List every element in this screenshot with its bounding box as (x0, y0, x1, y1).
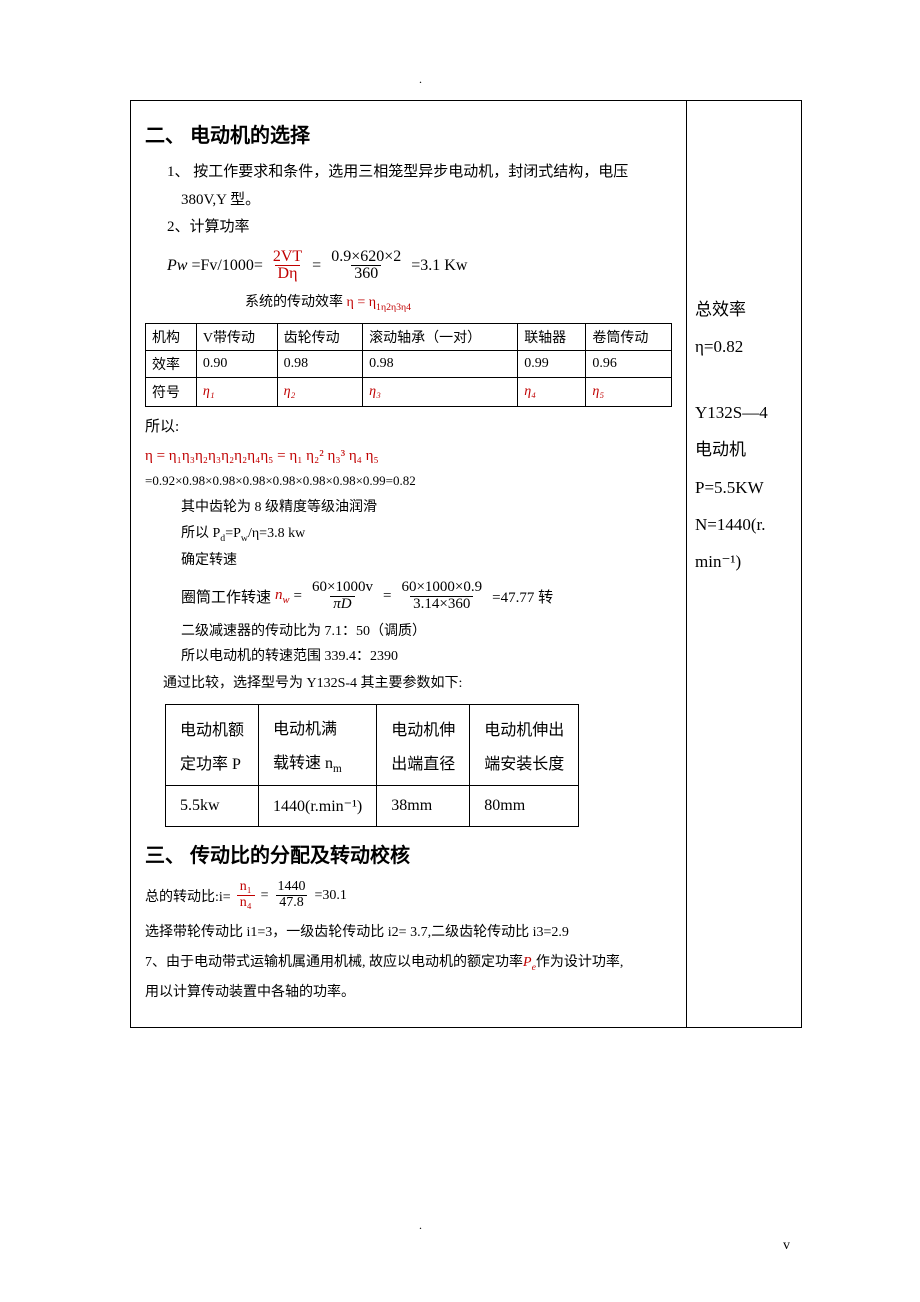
t2-v1: 5.5kw (166, 786, 259, 827)
side-l4: 电动机 (695, 431, 795, 468)
ratio-formula: 总的转动比:i= n₁ n₄ = 1440 47.8 =30.1 (145, 880, 672, 910)
t1-h4: 联轴器 (518, 323, 586, 350)
eq1: = (312, 257, 321, 275)
t1-sym-row: 符号 η₁ η₂ η₃ η₄ η₅ (146, 377, 672, 406)
t1-eff-lbl: 效率 (146, 350, 197, 377)
page-number: v (783, 1238, 790, 1254)
t1-h1: V带传动 (196, 323, 277, 350)
main-column: 二、 电动机的选择 1、 按工作要求和条件，选用三相笼型异步电动机，封闭式结构，… (131, 101, 687, 1027)
eta-expand: η = η₁η₃η₂η₃η₂η₂η₄η₅ = η₁ η₂² η₃³ η₄ η₅ (145, 448, 672, 465)
t1-sym-0: η₁ (196, 377, 277, 406)
side-l1: 总效率 (695, 291, 795, 328)
nw-f2: 60×1000×0.9 3.14×360 (398, 580, 485, 613)
side-l2: η=0.82 (695, 328, 795, 365)
t2-header-row: 电动机额 定功率 P 电动机满 载转速 nm 电动机伸 出端直径 电动机伸出 端… (166, 705, 579, 786)
nw-f1d: πD (330, 596, 354, 613)
side-l6: N=1440(r. (695, 506, 795, 543)
t1-eff-0: 0.90 (196, 350, 277, 377)
s2-item2: 2、计算功率 (145, 215, 672, 241)
pw-f1-den: Dη (275, 265, 301, 283)
t1-eff-3: 0.99 (518, 350, 586, 377)
t1-h2: 齿轮传动 (277, 323, 363, 350)
ratio-f2: 1440 47.8 (274, 880, 308, 910)
t1-eff-1: 0.98 (277, 350, 363, 377)
nw-formula: 圈筒工作转速 nw = 60×1000v πD = 60×1000×0.9 3.… (181, 580, 672, 613)
sub1: 其中齿轮为 8 级精度等级油润滑 (181, 495, 672, 521)
nw-result: =47.77 转 (492, 586, 553, 607)
page: . 二、 电动机的选择 1、 按工作要求和条件，选用三相笼型异步电动机，封闭式结… (0, 0, 920, 1302)
side-l5: P=5.5KW (695, 469, 795, 506)
sub3: 确定转速 (181, 548, 672, 574)
s2-item1-line2: 380V,Y 型。 (145, 188, 672, 214)
t1-sym-1: η₂ (277, 377, 363, 406)
pw-f2-num: 0.9×620×2 (328, 249, 404, 266)
section3-title: 三、 传动比的分配及转动校核 (145, 839, 672, 868)
side-l7: min⁻¹) (695, 543, 795, 580)
sub-block2: 二级减速器的传动比为 7.1：50（调质） 所以电动机的转速范围 339.4：2… (145, 619, 672, 671)
doc-frame: 二、 电动机的选择 1、 按工作要求和条件，选用三相笼型异步电动机，封闭式结构，… (130, 100, 802, 1028)
sub5: 二级减速器的传动比为 7.1：50（调质） (181, 619, 672, 645)
pw-frac2: 0.9×620×2 360 (328, 249, 404, 284)
s3-line2: 选择带轮传动比 i1=3，一级齿轮传动比 i2= 3.7,二级齿轮传动比 i3=… (145, 919, 672, 947)
suoyi: 所以: (145, 415, 672, 441)
eta-calc: =0.92×0.98×0.98×0.98×0.98×0.98×0.98×0.99… (145, 473, 672, 489)
ratio-pre: 总的转动比:i= (145, 886, 231, 906)
pw-frac1: 2VT Dη (270, 249, 305, 284)
pw-result: =3.1 Kw (411, 257, 467, 275)
t2-v2: 1440(r.min⁻¹) (259, 786, 377, 827)
t1-header-row: 机构 V带传动 齿轮传动 滚动轴承（一对） 联轴器 卷筒传动 (146, 323, 672, 350)
t1-h3: 滚动轴承（一对） (363, 323, 518, 350)
sub2: 所以 Pd=Pw/η=3.8 kw (181, 521, 672, 548)
t2-h3: 电动机伸 出端直径 (377, 705, 470, 786)
motor-params-table: 电动机额 定功率 P 电动机满 载转速 nm 电动机伸 出端直径 电动机伸出 端… (165, 704, 579, 827)
t2-v4: 80mm (470, 786, 579, 827)
t1-sym-lbl: 符号 (146, 377, 197, 406)
sub6: 所以电动机的转速范围 339.4：2390 (181, 644, 672, 670)
sub-block: 其中齿轮为 8 级精度等级油润滑 所以 Pd=Pw/η=3.8 kw 确定转速 (145, 495, 672, 574)
top-dot: . (419, 72, 422, 87)
efficiency-table: 机构 V带传动 齿轮传动 滚动轴承（一对） 联轴器 卷筒传动 效率 0.90 0… (145, 323, 672, 407)
nw-pre: 圈筒工作转速 (181, 586, 271, 607)
t1-eff-2: 0.98 (363, 350, 518, 377)
t1-sym-4: η₅ (586, 377, 672, 406)
t2-h4: 电动机伸出 端安装长度 (470, 705, 579, 786)
s2-item1-line1: 1、 按工作要求和条件，选用三相笼型异步电动机，封闭式结构，电压 (145, 160, 672, 186)
sub7: 通过比较，选择型号为 Y132S-4 其主要参数如下: (145, 672, 672, 696)
ratio-f1n: n₁ (237, 880, 255, 895)
t1-eff-4: 0.96 (586, 350, 672, 377)
section2-title: 二、 电动机的选择 (145, 119, 672, 148)
nw-f2d: 3.14×360 (410, 596, 473, 613)
ratio-f1d: n₄ (237, 895, 255, 911)
t2-v3: 38mm (377, 786, 470, 827)
pw-label: Pw (167, 257, 187, 275)
t2-h1: 电动机额 定功率 P (166, 705, 259, 786)
pw-mid: =Fv/1000= (191, 257, 262, 275)
pw-formula: Pw =Fv/1000= 2VT Dη = 0.9×620×2 360 =3.1… (167, 249, 672, 284)
t2-value-row: 5.5kw 1440(r.min⁻¹) 38mm 80mm (166, 786, 579, 827)
ratio-f2n: 1440 (274, 880, 308, 895)
side-l3: Y132S—4 (695, 394, 795, 431)
nw-f2n: 60×1000×0.9 (398, 580, 485, 596)
sys-eff-line: 系统的传动效率 η = η1η2η3η4 (245, 291, 672, 313)
eff-pre: 系统的传动效率 (245, 295, 347, 310)
ratio-f1: n₁ n₄ (237, 880, 255, 910)
side-column: 总效率 η=0.82 Y132S—4 电动机 P=5.5KW N=1440(r.… (687, 101, 801, 1027)
t1-h0: 机构 (146, 323, 197, 350)
t1-sym-2: η₃ (363, 377, 518, 406)
bottom-dot: . (419, 1218, 422, 1233)
nw-f1: 60×1000v πD (309, 580, 376, 613)
nw-sym: nw (275, 587, 290, 606)
s3-line4: 用以计算传动装置中各轴的功率。 (145, 979, 672, 1007)
s3-line3: 7、由于电动带式运输机属通用机械, 故应以电动机的额定功率Pe作为设计功率, (145, 949, 672, 977)
eff-sym: η = η1η2η3η4 (347, 295, 412, 310)
t2-h2: 电动机满 载转速 nm (259, 705, 377, 786)
t1-sym-3: η₄ (518, 377, 586, 406)
t1-eff-row: 效率 0.90 0.98 0.98 0.99 0.96 (146, 350, 672, 377)
ratio-res: =30.1 (314, 888, 346, 904)
ratio-f2d: 47.8 (276, 895, 307, 911)
pw-f1-num: 2VT (270, 249, 305, 266)
t1-h5: 卷筒传动 (586, 323, 672, 350)
pw-f2-den: 360 (351, 265, 381, 283)
nw-f1n: 60×1000v (309, 580, 376, 596)
